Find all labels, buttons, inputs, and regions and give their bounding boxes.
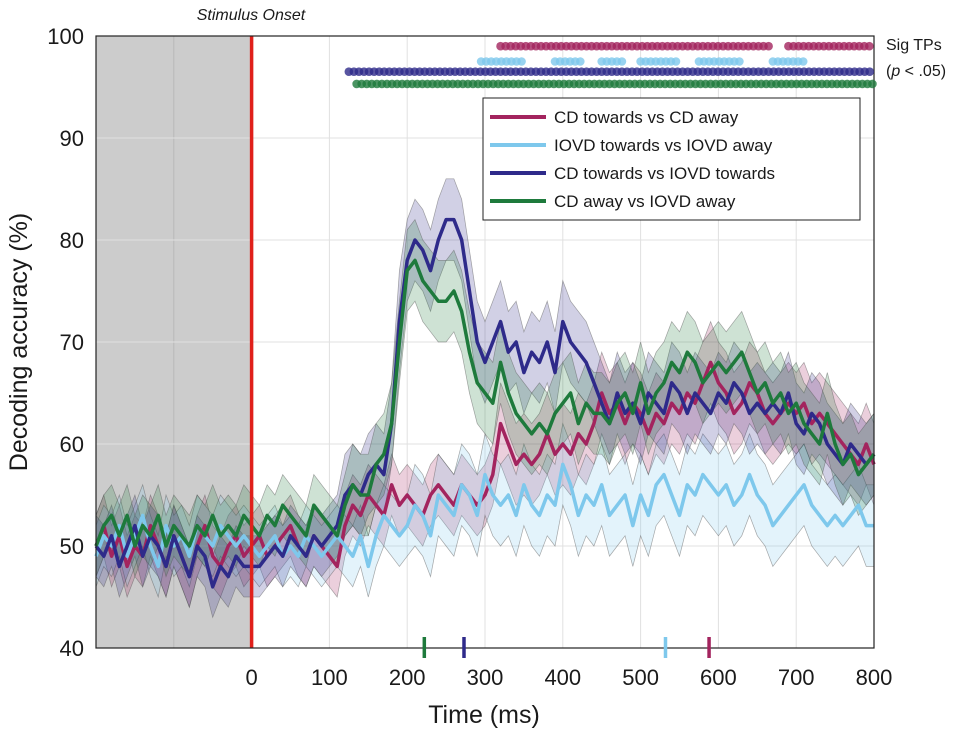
legend-label-series-3: CD towards vs IOVD towards — [554, 164, 775, 183]
sig-dot — [764, 41, 773, 51]
y-tick-label: 40 — [60, 636, 84, 661]
sig-dot — [617, 57, 627, 66]
x-tick-label: 100 — [311, 665, 348, 690]
legend-label-series-2: IOVD towards vs IOVD away — [554, 136, 773, 155]
sig-p-label: (p < .05) — [886, 63, 946, 80]
sig-dot — [517, 57, 526, 66]
y-tick-label: 100 — [47, 24, 84, 49]
sig-dots-series-1 — [496, 41, 874, 51]
x-axis-label: Time (ms) — [428, 701, 540, 729]
series-lines — [94, 217, 876, 589]
x-tick-label: 0 — [245, 665, 257, 690]
peak-time-markers — [422, 637, 711, 658]
sig-dot — [735, 57, 744, 66]
sig-dots-series-4 — [352, 79, 877, 89]
x-axis-ticks: 0 100 200 300 400 500 600 700 800 — [245, 665, 892, 690]
sig-dot — [865, 67, 875, 76]
sig-dot — [576, 57, 585, 66]
y-axis-label: Decoding accuracy (%) — [5, 213, 33, 471]
line-series-3 — [94, 217, 876, 589]
sig-dots-series-2 — [476, 57, 808, 66]
line-series-2 — [94, 462, 874, 569]
x-tick-label: 800 — [856, 665, 893, 690]
sig-tps-label: Sig TPs — [886, 37, 942, 54]
x-tick-label: 600 — [700, 665, 737, 690]
line-series-4 — [94, 258, 876, 548]
sig-dots-series-3 — [344, 67, 875, 76]
y-tick-label: 90 — [60, 126, 84, 151]
legend: CD towards vs CD away IOVD towards vs IOV… — [482, 97, 861, 221]
y-axis-ticks: 40 50 60 70 80 90 100 — [47, 24, 84, 661]
sig-dot — [671, 57, 681, 66]
stimulus-onset-label: Stimulus Onset — [197, 7, 306, 24]
y-tick-label: 80 — [60, 228, 84, 253]
legend-label-series-4: CD away vs IOVD away — [554, 192, 736, 211]
x-tick-label: 400 — [544, 665, 581, 690]
sig-dot — [865, 41, 874, 51]
x-tick-label: 200 — [389, 665, 426, 690]
x-tick-label: 700 — [778, 665, 815, 690]
significance-dots — [344, 41, 877, 89]
plot-frame — [95, 35, 875, 649]
sig-dot — [868, 79, 877, 89]
y-tick-label: 50 — [60, 534, 84, 559]
legend-label-series-1: CD towards vs CD away — [554, 108, 739, 127]
sig-dot — [798, 57, 808, 66]
y-tick-label: 60 — [60, 432, 84, 457]
y-tick-label: 70 — [60, 330, 84, 355]
x-tick-label: 300 — [467, 665, 504, 690]
x-tick-label: 500 — [622, 665, 659, 690]
